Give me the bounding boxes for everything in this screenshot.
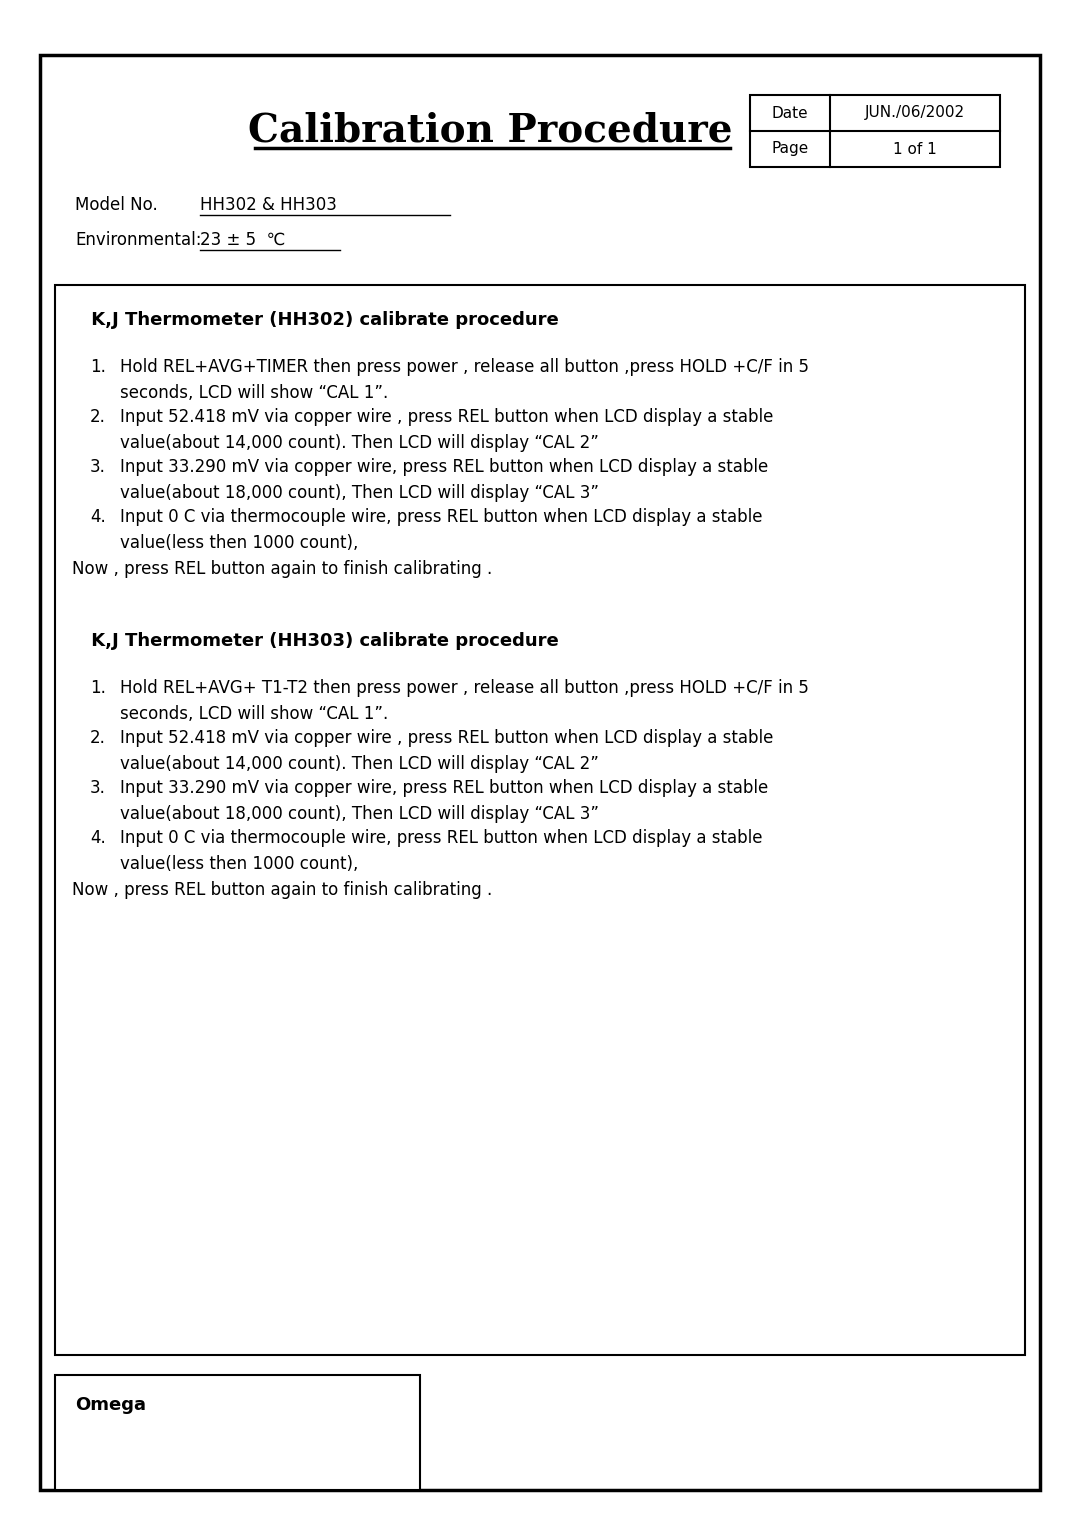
Text: Input 0 C via thermocouple wire, press REL button when LCD display a stable: Input 0 C via thermocouple wire, press R… [120,830,762,847]
Text: Now , press REL button again to finish calibrating .: Now , press REL button again to finish c… [72,882,492,898]
Text: 3.: 3. [90,779,106,798]
Text: value(less then 1000 count),: value(less then 1000 count), [120,856,359,872]
Text: Environmental:: Environmental: [75,231,202,249]
Text: 23 ± 5  ℃: 23 ± 5 ℃ [200,231,285,249]
Text: Model No.: Model No. [75,196,158,214]
Text: value(about 14,000 count). Then LCD will display “CAL 2”: value(about 14,000 count). Then LCD will… [120,755,599,773]
Text: value(about 18,000 count), Then LCD will display “CAL 3”: value(about 18,000 count), Then LCD will… [120,805,599,824]
Text: 4.: 4. [90,830,106,847]
Text: JUN./06/2002: JUN./06/2002 [865,105,966,121]
Text: 2.: 2. [90,729,106,747]
Text: 3.: 3. [90,458,106,477]
Bar [750,95,1000,167]
Text: 1.: 1. [90,358,106,376]
Text: Omega: Omega [75,1397,146,1413]
Text: K,J Thermometer (HH303) calibrate procedure: K,J Thermometer (HH303) calibrate proced… [85,633,558,649]
Text: value(less then 1000 count),: value(less then 1000 count), [120,533,359,552]
Text: value(about 14,000 count). Then LCD will display “CAL 2”: value(about 14,000 count). Then LCD will… [120,434,599,452]
Text: Input 33.290 mV via copper wire, press REL button when LCD display a stable: Input 33.290 mV via copper wire, press R… [120,779,768,798]
Text: Calibration Procedure: Calibration Procedure [247,112,732,150]
Text: 1 of 1: 1 of 1 [893,142,936,156]
Bar [55,1375,420,1490]
Text: 4.: 4. [90,507,106,526]
Text: Hold REL+AVG+TIMER then press power , release all button ,press HOLD +C/F in 5: Hold REL+AVG+TIMER then press power , re… [120,358,809,376]
Text: 1.: 1. [90,678,106,697]
Bar [55,286,1025,1355]
Text: seconds, LCD will show “CAL 1”.: seconds, LCD will show “CAL 1”. [120,384,388,402]
Text: Input 0 C via thermocouple wire, press REL button when LCD display a stable: Input 0 C via thermocouple wire, press R… [120,507,762,526]
Text: 2.: 2. [90,408,106,426]
Text: Now , press REL button again to finish calibrating .: Now , press REL button again to finish c… [72,559,492,578]
Text: HH302 & HH303: HH302 & HH303 [200,196,337,214]
Text: K,J Thermometer (HH302) calibrate procedure: K,J Thermometer (HH302) calibrate proced… [85,312,558,329]
Text: seconds, LCD will show “CAL 1”.: seconds, LCD will show “CAL 1”. [120,704,388,723]
Text: Hold REL+AVG+ T1-T2 then press power , release all button ,press HOLD +C/F in 5: Hold REL+AVG+ T1-T2 then press power , r… [120,678,809,697]
Text: Input 33.290 mV via copper wire, press REL button when LCD display a stable: Input 33.290 mV via copper wire, press R… [120,458,768,477]
Text: Date: Date [772,105,808,121]
Text: Input 52.418 mV via copper wire , press REL button when LCD display a stable: Input 52.418 mV via copper wire , press … [120,408,773,426]
Text: Input 52.418 mV via copper wire , press REL button when LCD display a stable: Input 52.418 mV via copper wire , press … [120,729,773,747]
Text: Page: Page [771,142,809,156]
Text: value(about 18,000 count), Then LCD will display “CAL 3”: value(about 18,000 count), Then LCD will… [120,484,599,503]
